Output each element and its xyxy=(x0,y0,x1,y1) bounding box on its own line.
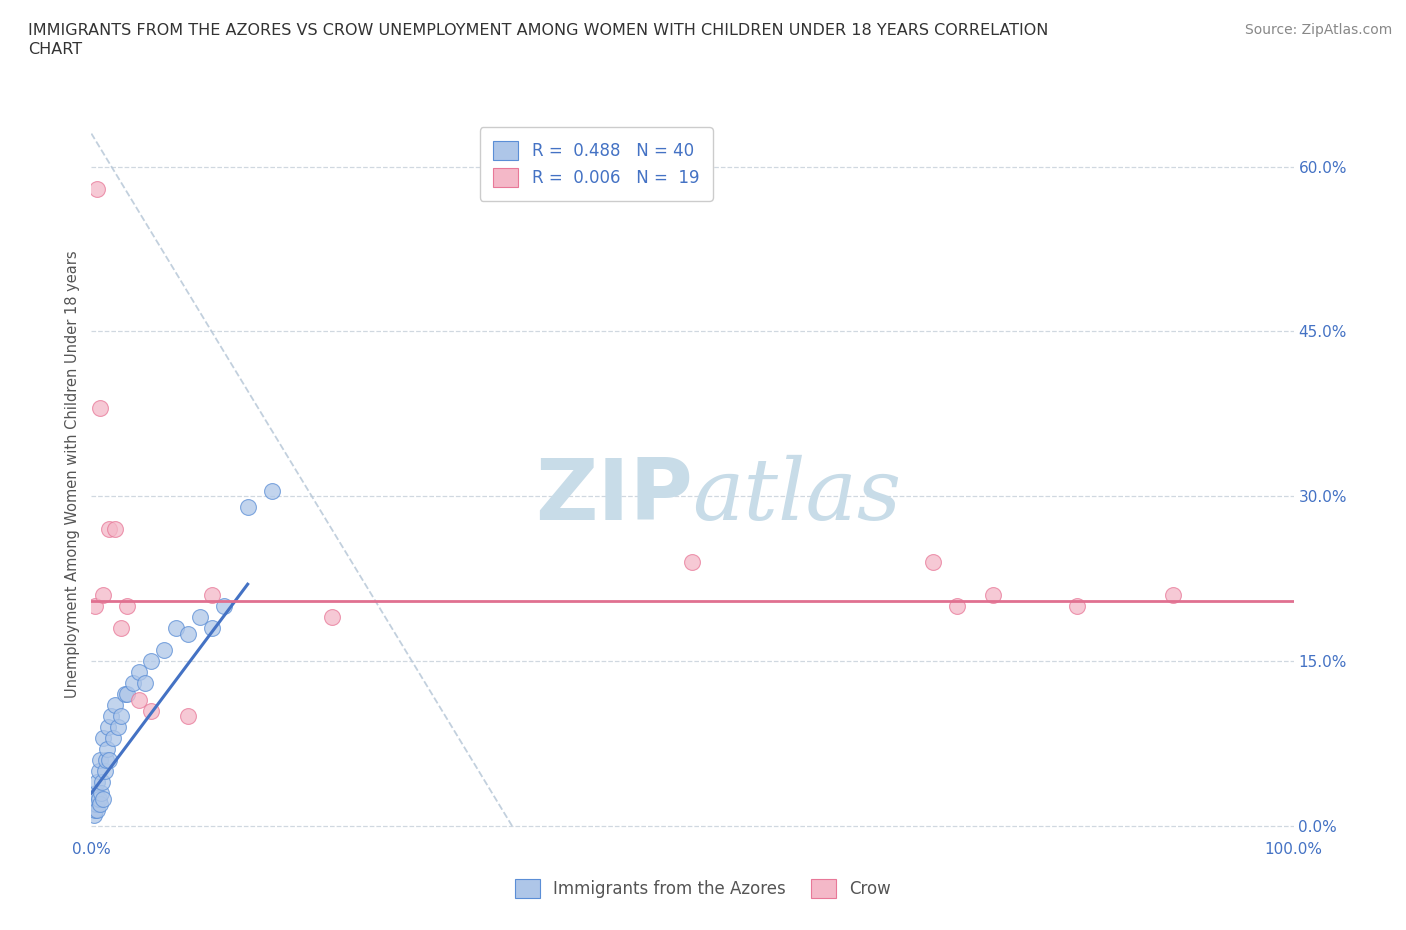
Point xyxy=(84,802,107,817)
Point xyxy=(117,686,139,701)
Point xyxy=(141,703,163,718)
Point xyxy=(89,797,111,812)
Point xyxy=(89,752,111,767)
Point xyxy=(96,741,118,756)
Point xyxy=(681,555,703,570)
Point xyxy=(141,654,163,669)
Point xyxy=(260,484,283,498)
Point xyxy=(87,791,110,806)
Point xyxy=(1161,588,1184,603)
Point xyxy=(86,775,108,790)
Point xyxy=(107,720,129,735)
Point xyxy=(122,676,145,691)
Point xyxy=(946,599,969,614)
Point xyxy=(321,610,343,625)
Point xyxy=(93,588,115,603)
Text: Source: ZipAtlas.com: Source: ZipAtlas.com xyxy=(1244,23,1392,37)
Point xyxy=(165,620,187,635)
Y-axis label: Unemployment Among Women with Children Under 18 years: Unemployment Among Women with Children U… xyxy=(65,250,80,698)
Text: atlas: atlas xyxy=(692,455,901,538)
Point xyxy=(110,709,132,724)
Point xyxy=(86,802,108,817)
Point xyxy=(84,599,107,614)
Point xyxy=(86,181,108,196)
Point xyxy=(82,797,104,812)
Point xyxy=(981,588,1004,603)
Point xyxy=(89,401,111,416)
Point xyxy=(93,791,115,806)
Point xyxy=(212,599,235,614)
Legend: Immigrants from the Azores, Crow: Immigrants from the Azores, Crow xyxy=(508,871,898,905)
Text: CHART: CHART xyxy=(28,42,82,57)
Point xyxy=(1066,599,1088,614)
Point xyxy=(84,791,107,806)
Point xyxy=(87,764,110,778)
Point xyxy=(176,626,198,641)
Point xyxy=(176,709,198,724)
Point xyxy=(114,686,136,701)
Point xyxy=(922,555,945,570)
Text: IMMIGRANTS FROM THE AZORES VS CROW UNEMPLOYMENT AMONG WOMEN WITH CHILDREN UNDER : IMMIGRANTS FROM THE AZORES VS CROW UNEMP… xyxy=(28,23,1049,38)
Point xyxy=(93,731,115,746)
Point xyxy=(91,775,114,790)
Point xyxy=(84,786,107,801)
Point xyxy=(98,752,121,767)
Point xyxy=(104,698,127,712)
Point xyxy=(83,807,105,822)
Point xyxy=(134,676,156,691)
Point xyxy=(117,599,139,614)
Point xyxy=(152,643,174,658)
Point xyxy=(110,620,132,635)
Point xyxy=(97,720,120,735)
Point xyxy=(101,731,124,746)
Point xyxy=(128,665,150,680)
Legend: R =  0.488   N = 40, R =  0.006   N =  19: R = 0.488 N = 40, R = 0.006 N = 19 xyxy=(479,127,713,201)
Point xyxy=(201,588,224,603)
Point xyxy=(93,764,115,778)
Text: ZIP: ZIP xyxy=(534,455,692,538)
Point xyxy=(90,786,112,801)
Point xyxy=(236,499,259,514)
Point xyxy=(128,692,150,707)
Point xyxy=(98,522,121,537)
Point xyxy=(100,709,122,724)
Point xyxy=(84,797,107,812)
Point xyxy=(104,522,127,537)
Point xyxy=(188,610,211,625)
Point xyxy=(94,752,117,767)
Point xyxy=(201,620,224,635)
